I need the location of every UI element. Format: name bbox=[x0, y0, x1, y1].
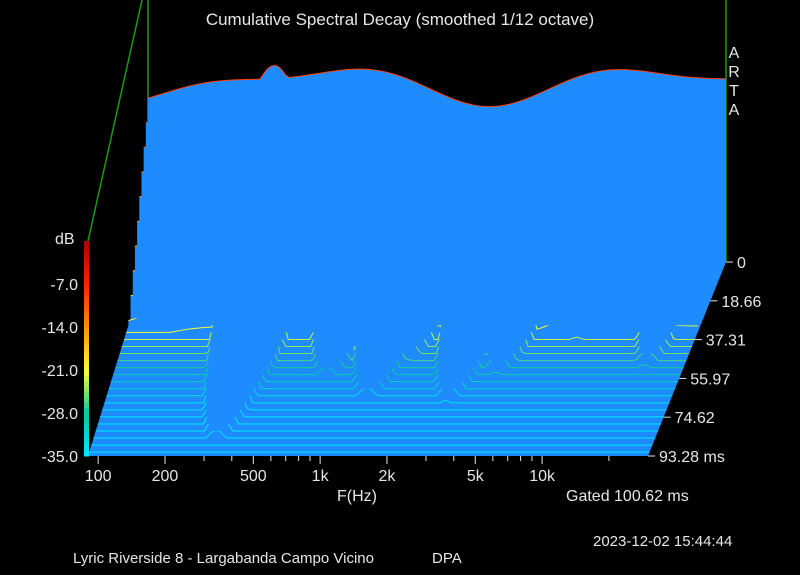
chart-title: Cumulative Spectral Decay (smoothed 1/12… bbox=[205, 10, 595, 29]
brand-letter: A bbox=[728, 45, 740, 62]
decay-curve bbox=[108, 327, 676, 390]
color-scale-segment bbox=[84, 305, 89, 312]
z-tick-label: -28.0 bbox=[42, 406, 79, 423]
decay-curve bbox=[106, 342, 673, 397]
brand-letter: A bbox=[728, 102, 740, 119]
color-scale-segment bbox=[84, 251, 89, 258]
color-scale-segment bbox=[84, 316, 89, 323]
color-scale-segment bbox=[84, 407, 89, 414]
z-tick-label: -14.0 bbox=[42, 320, 79, 337]
color-scale-segment bbox=[84, 353, 89, 360]
timestamp: 2023-12-02 15:44:44 bbox=[593, 533, 733, 550]
z-tick-label: -21.0 bbox=[42, 363, 79, 380]
color-scale-segment bbox=[84, 364, 89, 371]
color-scale-segment bbox=[84, 284, 89, 290]
microphone-name: DPA bbox=[432, 550, 462, 567]
decay-curve bbox=[97, 400, 661, 425]
color-scale-segment bbox=[84, 391, 89, 398]
x-tick-label: 1k bbox=[312, 468, 330, 485]
brand-letter: R bbox=[728, 64, 740, 81]
color-scale-segment bbox=[84, 310, 89, 317]
color-scale-segment bbox=[84, 380, 89, 387]
color-scale-segment bbox=[84, 246, 89, 253]
color-scale-segment bbox=[84, 343, 89, 349]
color-scale-segment bbox=[84, 418, 89, 425]
color-scale-segment bbox=[84, 429, 89, 435]
color-scale-segment bbox=[84, 439, 89, 446]
color-scale-segment bbox=[84, 434, 89, 441]
color-scale-segment bbox=[84, 267, 89, 274]
brand-letter: T bbox=[729, 83, 739, 100]
color-scale-segment bbox=[84, 262, 89, 269]
t-tick-label: 55.97 bbox=[690, 371, 730, 388]
decay-curve bbox=[100, 386, 664, 418]
side-wall-edge bbox=[87, 0, 143, 242]
x-tick-label: 10k bbox=[529, 468, 556, 485]
color-scale-segment bbox=[84, 445, 89, 452]
gated-label: Gated 100.62 ms bbox=[566, 488, 689, 505]
color-scale-segment bbox=[84, 370, 89, 376]
color-scale-segment bbox=[84, 359, 89, 366]
measurement-name: Lyric Riverside 8 - Largabanda Campo Vic… bbox=[73, 550, 374, 567]
decay-slice-fill bbox=[148, 65, 726, 263]
decay-curve bbox=[104, 357, 670, 404]
color-scale-segment bbox=[84, 257, 89, 263]
x-tick-label: 200 bbox=[152, 468, 179, 485]
color-scale-segment bbox=[84, 289, 89, 296]
color-scale-segment bbox=[84, 386, 89, 392]
color-scale-segment bbox=[84, 450, 89, 457]
z-tick-label: -35.0 bbox=[42, 449, 79, 466]
color-scale-segment bbox=[84, 332, 89, 339]
color-scale-segment bbox=[84, 300, 89, 306]
decay-curve bbox=[95, 415, 659, 432]
color-scale-segment bbox=[84, 375, 89, 382]
color-scale-segment bbox=[84, 273, 89, 280]
z-axis-label: dB bbox=[55, 231, 75, 248]
color-scale-segment bbox=[84, 327, 89, 333]
decay-curve bbox=[110, 313, 678, 383]
decay-curve bbox=[102, 371, 667, 411]
color-scale-segment bbox=[84, 402, 89, 409]
x-tick-label: 5k bbox=[467, 468, 485, 485]
color-scale-segment bbox=[84, 413, 89, 419]
decay-curve bbox=[147, 64, 727, 108]
arta-brand: A R T A bbox=[727, 44, 741, 120]
color-scale-segment bbox=[84, 278, 89, 285]
color-scale-segment bbox=[84, 241, 89, 247]
t-tick-label: 37.31 bbox=[706, 333, 746, 350]
t-tick-label: 74.62 bbox=[675, 410, 715, 427]
color-scale-segment bbox=[84, 337, 89, 344]
x-axis-label: F(Hz) bbox=[337, 488, 377, 505]
x-tick-label: 500 bbox=[240, 468, 267, 485]
color-scale-segment bbox=[84, 348, 89, 355]
color-scale-segment bbox=[84, 321, 89, 328]
color-scale-segment bbox=[84, 396, 89, 403]
decay-curve bbox=[93, 430, 656, 439]
color-scale-segment bbox=[84, 294, 89, 301]
z-tick-label: -7.0 bbox=[50, 277, 78, 294]
t-tick-label: 93.28 ms bbox=[659, 449, 725, 466]
color-scale-segment bbox=[84, 423, 89, 430]
t-tick-label: 0 bbox=[737, 255, 746, 272]
x-tick-label: 100 bbox=[85, 468, 112, 485]
x-tick-label: 2k bbox=[378, 468, 396, 485]
t-tick-label: 18.66 bbox=[721, 294, 761, 311]
